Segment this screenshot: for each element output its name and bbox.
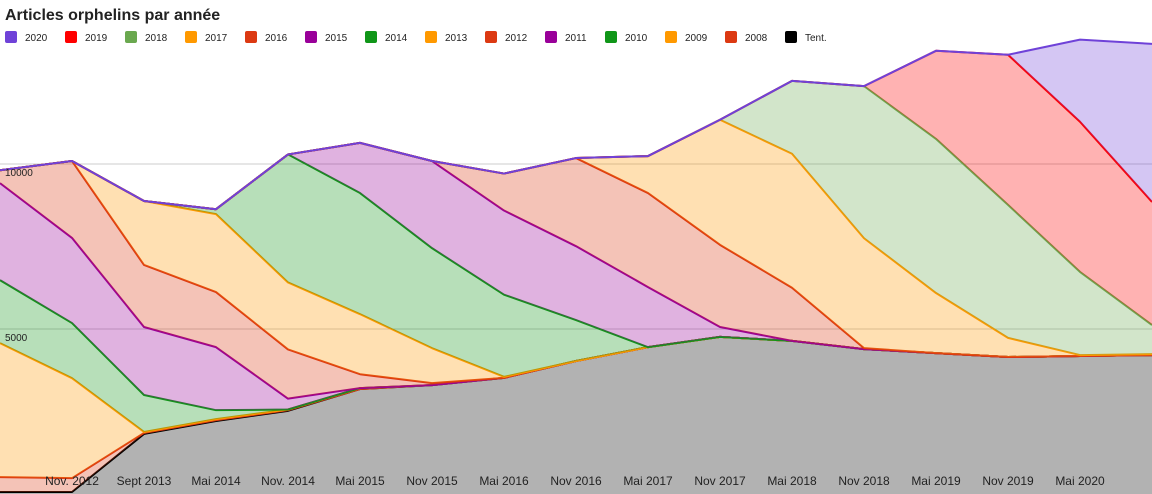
x-tick-label: Mai 2014	[191, 474, 241, 488]
area	[0, 142, 1152, 358]
legend-swatch	[605, 31, 617, 43]
legend-swatch	[425, 31, 437, 43]
area	[0, 80, 1152, 356]
legend-label: 2012	[505, 33, 528, 44]
legend-swatch	[725, 31, 737, 43]
x-tick-label: Nov. 2012	[45, 474, 99, 488]
y-tick-label: 10000	[5, 168, 33, 179]
legend-swatch	[185, 31, 197, 43]
legend-label: 2009	[685, 33, 708, 44]
legend-label: 2011	[565, 33, 587, 44]
legend-label: 2015	[325, 33, 348, 44]
legend-label: 2010	[625, 33, 648, 44]
x-tick-label: Mai 2017	[623, 474, 673, 488]
legend-label: 2013	[445, 33, 468, 44]
legend-label: 2020	[25, 33, 48, 44]
x-tick-label: Nov 2018	[838, 474, 890, 488]
area	[0, 39, 1152, 210]
x-tick-label: Mai 2018	[767, 474, 817, 488]
legend-swatch	[305, 31, 317, 43]
legend-swatch	[785, 31, 797, 43]
legend-label: 2017	[205, 33, 228, 44]
legend-swatch	[365, 31, 377, 43]
area	[0, 119, 1152, 358]
legend-label: 2008	[745, 33, 768, 44]
legend-swatch	[665, 31, 677, 43]
chart-title: Articles orphelins par année	[5, 7, 220, 24]
legend-label: 2019	[85, 33, 108, 44]
x-tick-label: Nov 2019	[982, 474, 1034, 488]
x-tick-label: Mai 2019	[911, 474, 961, 488]
area	[0, 161, 1152, 384]
x-tick-label: Sept 2013	[117, 474, 172, 488]
x-tick-label: Mai 2020	[1055, 474, 1105, 488]
x-tick-label: Nov 2017	[694, 474, 746, 488]
legend-label: 2016	[265, 33, 288, 44]
area	[0, 142, 1152, 358]
area	[0, 154, 1152, 377]
legend-swatch	[65, 31, 77, 43]
x-tick-label: Mai 2015	[335, 474, 385, 488]
legend-label: Tent.	[805, 33, 827, 44]
legend-swatch	[245, 31, 257, 43]
legend-label: 2014	[385, 33, 408, 44]
x-tick-label: Nov 2016	[550, 474, 602, 488]
x-tick-label: Nov. 2014	[261, 474, 315, 488]
x-tick-label: Nov 2015	[406, 474, 458, 488]
legend-swatch	[545, 31, 557, 43]
y-tick-label: 5000	[5, 333, 28, 344]
x-tick-label: Mai 2016	[479, 474, 529, 488]
legend-swatch	[125, 31, 137, 43]
legend-swatch	[5, 31, 17, 43]
area	[0, 336, 1152, 494]
legend-label: 2018	[145, 33, 168, 44]
legend-swatch	[485, 31, 497, 43]
area-line	[0, 38, 1152, 211]
